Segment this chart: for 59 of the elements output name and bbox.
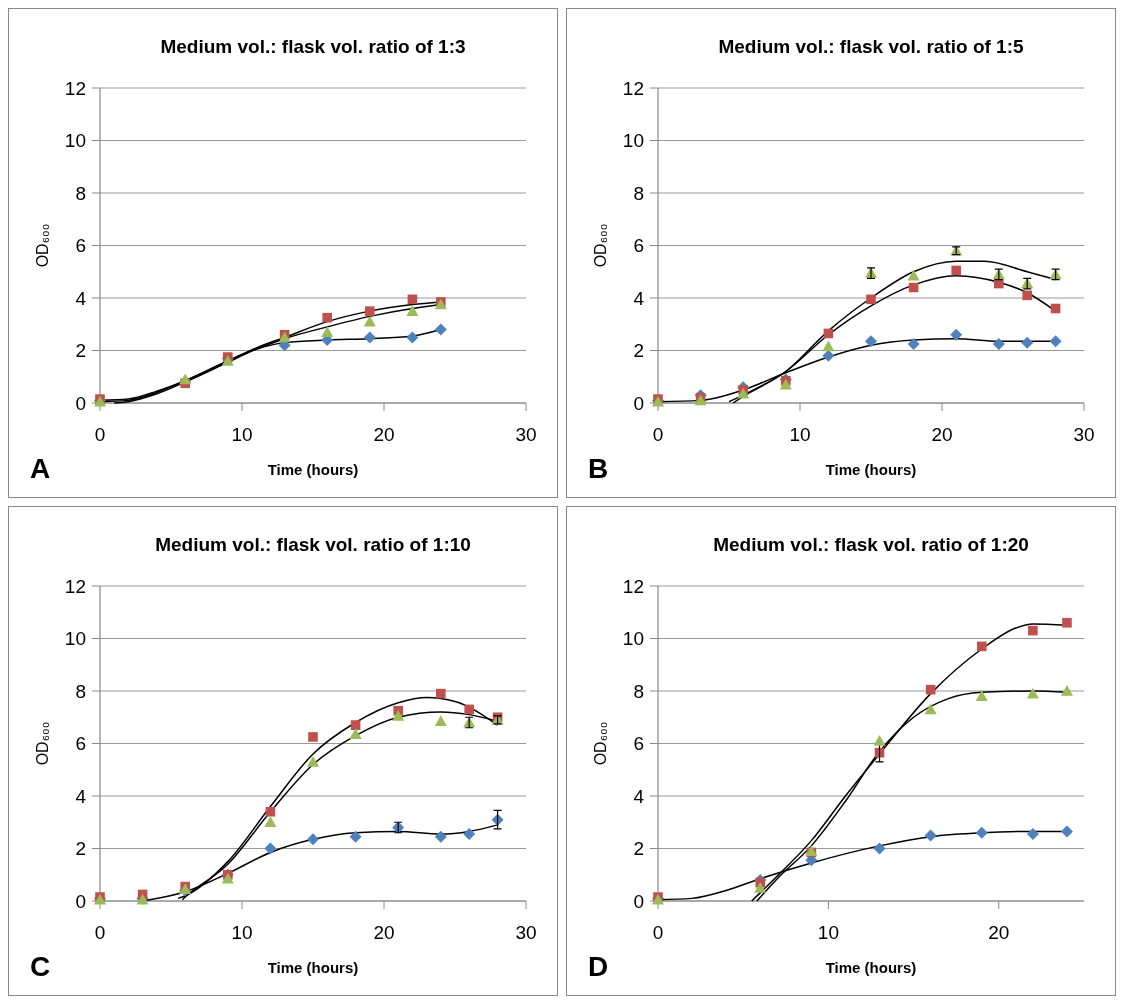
chart-title: Medium vol.: flask vol. ratio of 1:20 [713, 534, 1029, 555]
y-tick-label: 12 [64, 77, 86, 99]
y-tick-label: 6 [75, 235, 86, 257]
y-tick-label: 2 [633, 340, 644, 362]
y-tick-label: 10 [622, 130, 644, 152]
y-tick-label: 8 [633, 182, 644, 204]
x-tick-label: 10 [817, 922, 839, 943]
text: A [30, 453, 51, 484]
y-tick-label: 4 [633, 785, 645, 807]
chart-title: Medium vol.: flask vol. ratio of 1:5 [718, 36, 1024, 57]
y-axis-title: OD₆₀₀ [592, 721, 609, 766]
y-tick-label: 0 [633, 890, 644, 912]
text: C [30, 951, 51, 982]
y-tick-label: 8 [75, 182, 86, 204]
x-tick-label: 30 [515, 424, 537, 445]
y-tick-label: 2 [75, 340, 86, 362]
y-tick-label: 0 [633, 392, 644, 414]
x-tick-label: 0 [94, 922, 106, 943]
y-tick-label: 8 [75, 680, 86, 702]
y-tick-label: 12 [622, 575, 644, 597]
y-tick-label: 6 [633, 733, 644, 755]
x-tick-label: 20 [373, 922, 395, 943]
x-tick-label: 20 [931, 424, 953, 445]
y-tick-label: 6 [75, 733, 86, 755]
y-tick-label: 2 [75, 838, 86, 860]
x-tick-label: 20 [988, 922, 1010, 943]
x-tick-label: 10 [231, 424, 253, 445]
x-tick-label: 20 [373, 424, 395, 445]
text: B [588, 453, 609, 484]
text: D [588, 951, 609, 982]
x-tick-label: 0 [652, 922, 664, 943]
x-axis-title: Time (hours) [267, 461, 359, 478]
x-axis-title: Time (hours) [825, 959, 917, 976]
y-tick-label: 4 [633, 287, 645, 309]
x-tick-label: 0 [652, 424, 664, 445]
y-axis-title: OD₆₀₀ [34, 721, 51, 766]
y-tick-label: 8 [633, 680, 644, 702]
y-tick-label: 0 [75, 392, 86, 414]
y-tick-label: 10 [64, 130, 86, 152]
chart-title: Medium vol.: flask vol. ratio of 1:3 [160, 36, 466, 57]
x-tick-label: 30 [1073, 424, 1095, 445]
y-tick-label: 10 [622, 628, 644, 650]
y-axis-title: OD₆₀₀ [34, 223, 51, 268]
x-axis-title: Time (hours) [267, 959, 359, 976]
y-tick-label: 2 [633, 838, 644, 860]
y-tick-label: 12 [64, 575, 86, 597]
x-tick-label: 0 [94, 424, 106, 445]
y-tick-label: 12 [622, 77, 644, 99]
x-axis-title: Time (hours) [825, 461, 917, 478]
y-axis-title: OD₆₀₀ [592, 223, 609, 268]
x-tick-label: 30 [515, 922, 537, 943]
y-tick-label: 0 [75, 890, 86, 912]
chart-title: Medium vol.: flask vol. ratio of 1:10 [155, 534, 471, 555]
x-tick-label: 10 [789, 424, 811, 445]
y-tick-label: 6 [633, 235, 644, 257]
x-tick-label: 10 [231, 922, 253, 943]
y-tick-label: 4 [75, 785, 87, 807]
y-tick-label: 4 [75, 287, 87, 309]
y-tick-label: 10 [64, 628, 86, 650]
